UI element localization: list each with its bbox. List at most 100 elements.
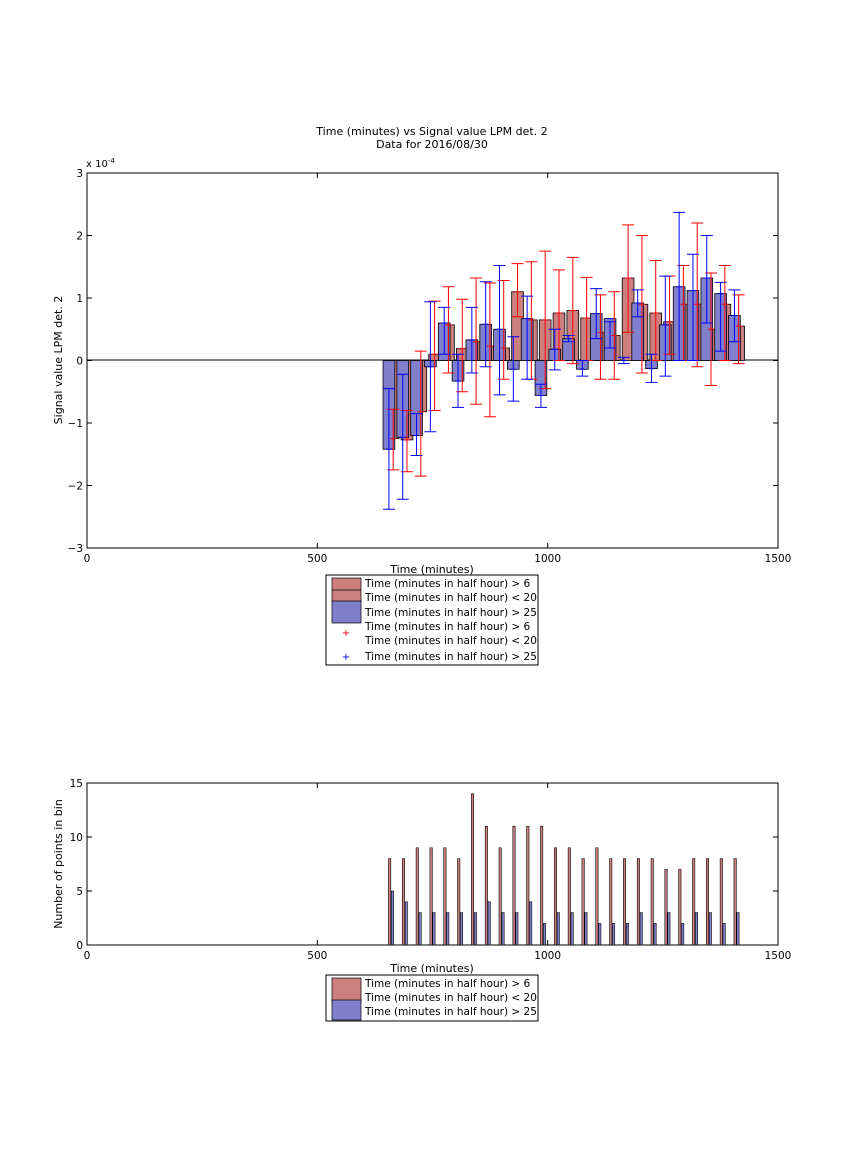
top-chart-error-bars — [382, 211, 745, 510]
top-legend-label-1: Time (minutes in half hour) > 6 — [364, 578, 531, 590]
red-count-bar — [388, 858, 392, 946]
top-chart-x-tick-label: 0 — [84, 553, 91, 565]
blue-count-bar — [736, 912, 740, 946]
blue-count-bar — [570, 912, 574, 946]
bottom-chart-y-tick-label: 5 — [76, 886, 83, 898]
red-count-bar — [650, 858, 654, 946]
red-count-bar — [609, 858, 613, 946]
top-chart-y-tick-label: 0 — [76, 356, 83, 368]
blue-count-bar — [487, 901, 491, 946]
red-count-bar — [692, 858, 696, 946]
top-chart-x-tick-label: 1500 — [765, 553, 792, 565]
blue-count-bar — [584, 912, 588, 946]
blue-count-bar — [404, 901, 408, 946]
bottom-chart-x-tick-label: 0 — [84, 950, 91, 962]
bottom-chart-x-tick-label: 500 — [307, 950, 327, 962]
red-count-bar — [719, 858, 723, 946]
red-count-bar — [567, 847, 571, 946]
top-legend-swatch-blue — [331, 600, 362, 624]
blue-count-bar — [460, 912, 464, 946]
top-chart-y-tick-label: −2 — [68, 481, 83, 493]
top-chart-x-tick-label: 1000 — [534, 553, 561, 565]
red-count-bar — [706, 858, 709, 946]
blue-count-bar — [432, 912, 436, 946]
blue-count-bar — [390, 890, 394, 946]
top-chart-legend: Time (minutes in half hour) > 6 Time (mi… — [325, 574, 539, 666]
bottom-chart-y-label: Number of points in bin — [52, 799, 65, 929]
top-chart-y-tick-label: 1 — [76, 293, 83, 305]
red-count-bar — [429, 847, 433, 946]
bottom-legend-swatch-blue — [331, 999, 362, 1021]
red-count-bar — [512, 825, 516, 946]
blue-count-bar — [695, 912, 698, 946]
bottom-chart-legend: Time (minutes in half hour) > 6 Time (mi… — [325, 974, 539, 1022]
blue-count-bar — [625, 923, 629, 946]
red-count-bar — [623, 858, 627, 946]
blue-count-bar — [529, 901, 533, 946]
blue-count-bar — [515, 912, 519, 946]
top-legend-label-6: Time (minutes in half hour) > 25 — [364, 651, 537, 663]
bottom-chart-y-tick-label: 0 — [76, 940, 83, 952]
top-legend-plus-blue-icon: + — [342, 652, 350, 663]
top-chart-x-label: Time (minutes) — [389, 563, 474, 576]
red-count-bar — [540, 825, 544, 946]
red-count-bar — [595, 847, 599, 946]
top-chart-bars — [382, 277, 745, 450]
y-exponent-base: x 10 — [86, 159, 108, 170]
top-chart-y-tick-label: −1 — [68, 418, 83, 430]
blue-count-bar — [598, 923, 602, 946]
bottom-chart-x-ticks: 0 500 1000 1500 — [84, 783, 792, 962]
red-count-bar — [553, 847, 557, 946]
bottom-legend-label-1: Time (minutes in half hour) > 6 — [364, 978, 531, 990]
bottom-chart-x-label: Time (minutes) — [389, 962, 474, 975]
top-chart-x-ticks: 0 500 1000 1500 — [84, 173, 792, 565]
top-chart-x-tick-label: 500 — [307, 553, 327, 565]
blue-count-bar — [722, 923, 726, 946]
blue-count-bar — [653, 923, 657, 946]
blue-count-bar — [681, 923, 685, 946]
bottom-chart-y-tick-label: 15 — [70, 778, 83, 790]
top-chart-y-tick-label: −3 — [68, 543, 83, 555]
blue-count-bar — [667, 912, 671, 946]
red-count-bar — [498, 847, 502, 946]
top-chart-y-exponent: x 10-4 — [86, 157, 115, 170]
top-legend-plus-red-icon: + — [342, 628, 350, 639]
blue-count-bar — [708, 912, 712, 946]
top-chart-y-label: Signal value LPM det. 2 — [52, 296, 65, 425]
bottom-chart-y-ticks: 0 5 10 15 — [70, 778, 778, 952]
bottom-chart-x-tick-label: 1500 — [765, 950, 792, 962]
blue-count-bar — [639, 912, 643, 946]
bottom-chart-y-tick-label: 10 — [70, 832, 83, 844]
top-chart-y-tick-label: 2 — [76, 231, 83, 243]
bottom-chart-bars — [388, 793, 740, 946]
blue-count-bar — [473, 912, 477, 946]
red-count-bar — [457, 858, 461, 946]
blue-count-bar — [501, 912, 505, 946]
red-count-bar — [415, 847, 419, 946]
top-chart-y-ticks: −3 −2 −1 0 1 2 3 — [68, 168, 778, 555]
top-chart-subtitle: Data for 2016/08/30 — [376, 138, 488, 151]
bottom-chart-x-tick-label: 1000 — [534, 950, 561, 962]
red-count-bar — [678, 869, 682, 946]
blue-count-bar — [542, 923, 546, 946]
top-legend-label-4: Time (minutes in half hour) > 6 — [364, 621, 531, 633]
red-count-bar — [733, 858, 737, 946]
red-count-bar — [401, 858, 405, 946]
bottom-legend-swatch-red — [331, 977, 362, 1003]
y-exponent-power: -4 — [108, 157, 116, 165]
top-chart-title: Time (minutes) vs Signal value LPM det. … — [315, 125, 547, 138]
top-legend-label-3: Time (minutes in half hour) > 25 — [364, 607, 537, 619]
red-count-bar — [484, 825, 488, 946]
top-legend-label-2: Time (minutes in half hour) < 20 — [364, 592, 537, 604]
top-legend-label-5: Time (minutes in half hour) < 20 — [364, 635, 537, 647]
bottom-chart: 0 500 1000 1500 0 5 10 15 Time (minutes) Numbe… — [52, 778, 792, 1022]
red-count-bar — [636, 858, 640, 946]
bottom-legend-label-3: Time (minutes in half hour) > 25 — [364, 1006, 537, 1018]
blue-count-bar — [556, 912, 560, 946]
red-count-bar — [526, 825, 530, 946]
blue-count-bar — [612, 923, 616, 946]
red-count-bar — [664, 869, 668, 946]
red-count-bar — [581, 858, 585, 946]
blue-count-bar — [446, 912, 450, 946]
